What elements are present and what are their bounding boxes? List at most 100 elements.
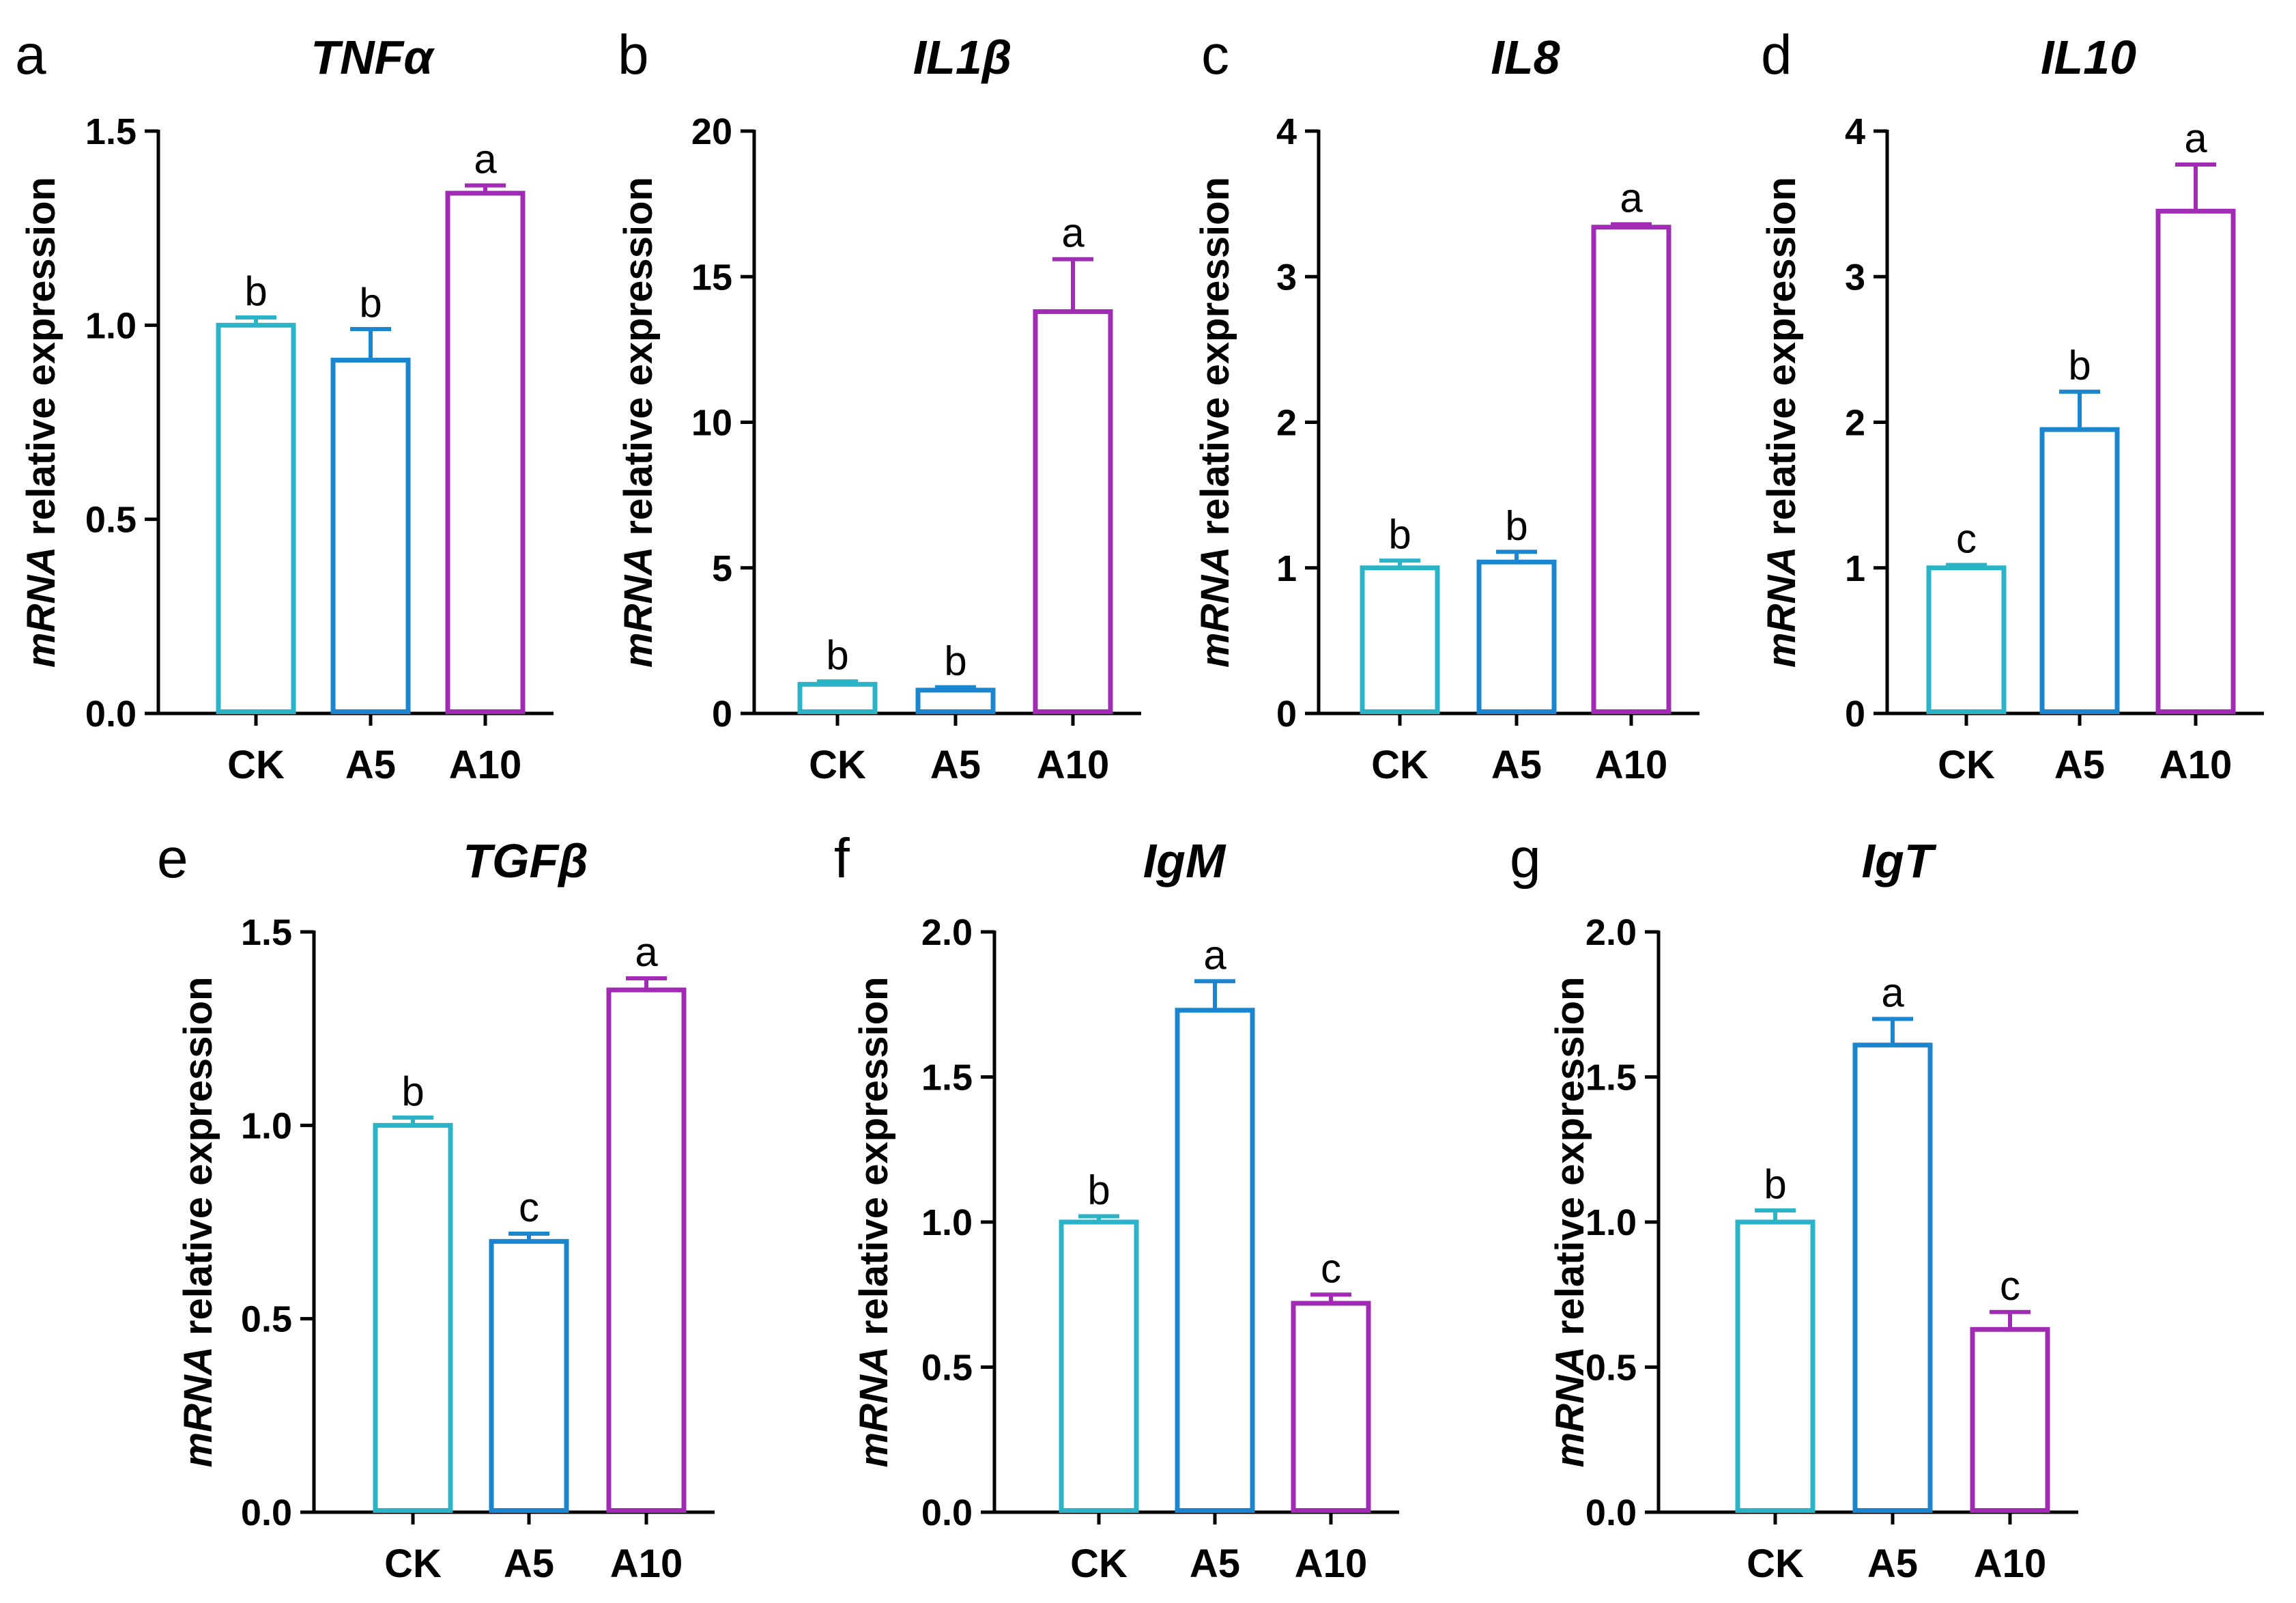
bar-a5 xyxy=(1852,1042,1933,1513)
y-axis-label: mRNA relative expression xyxy=(176,977,220,1468)
bar-a5 xyxy=(1175,1008,1255,1513)
y-tick-label: 4 xyxy=(1845,111,1865,152)
panel-letter: g xyxy=(1510,827,1541,890)
y-tick-label: 0.5 xyxy=(1585,1348,1637,1389)
chart-panel-f: f IgM mRNA relative expression 0.0 0.5 1.0 1.5… xyxy=(834,827,1399,1586)
significance-letter-a10: c xyxy=(1321,1245,1341,1291)
significance-letter-a5: b xyxy=(359,280,382,326)
y-axis-label: mRNA relative expression xyxy=(616,177,661,668)
significance-letter-a10: a xyxy=(474,137,497,182)
x-category-label-a5: A5 xyxy=(345,743,396,787)
chart-title: IgM xyxy=(1143,834,1226,888)
x-category-label-a10: A10 xyxy=(2159,743,2232,787)
bar-a5 xyxy=(489,1238,569,1514)
y-tick-label: 20 xyxy=(691,111,732,152)
panel-letter: e xyxy=(157,827,188,890)
x-category-label-ck: CK xyxy=(1371,743,1429,787)
significance-letter-ck: b xyxy=(401,1068,424,1114)
y-tick-label: 0.5 xyxy=(921,1348,973,1389)
chart-title: TGFβ xyxy=(463,834,588,888)
y-tick-label: 5 xyxy=(712,548,732,589)
bar-a10 xyxy=(606,987,687,1513)
y-tick-label: 0.0 xyxy=(85,694,137,735)
significance-letter-a5: b xyxy=(2068,343,2091,388)
bar-ck xyxy=(373,1122,453,1514)
x-category-label-a10: A10 xyxy=(1974,1542,2046,1586)
y-axis-label-italic: mRNA xyxy=(1193,547,1237,668)
bar-a10 xyxy=(1291,1301,1371,1513)
x-category-label-a5: A5 xyxy=(1867,1542,1918,1586)
panel-letter: f xyxy=(834,827,850,890)
y-tick-label: 2.0 xyxy=(1585,912,1637,953)
x-category-label-a5: A5 xyxy=(930,743,981,787)
significance-letter-ck: b xyxy=(1087,1167,1110,1213)
y-tick-label: 1.5 xyxy=(921,1058,973,1098)
bar-ck xyxy=(1735,1219,1816,1513)
y-tick-label: 0.0 xyxy=(241,1492,292,1533)
y-axis-label-italic: mRNA xyxy=(616,547,661,668)
x-category-label-a5: A5 xyxy=(504,1542,554,1586)
y-tick-label: 0.5 xyxy=(241,1299,292,1340)
bar-ck xyxy=(1059,1219,1139,1513)
y-tick-label: 15 xyxy=(691,257,732,298)
x-category-label-a5: A5 xyxy=(2054,743,2105,787)
significance-letter-a5: a xyxy=(1881,970,1904,1016)
bar-a5 xyxy=(915,687,996,715)
chart-title: TNFα xyxy=(311,31,435,84)
y-axis-label-italic: mRNA xyxy=(852,1346,896,1467)
bar-ck xyxy=(1926,565,2007,714)
x-category-label-ck: CK xyxy=(227,743,285,787)
y-axis-label-rest: relative expression xyxy=(176,977,220,1347)
chart-title: IgT xyxy=(1862,834,1937,888)
significance-letter-a5: b xyxy=(1505,502,1527,548)
y-tick-label: 4 xyxy=(1276,111,1297,152)
bar-a10 xyxy=(1970,1327,2050,1513)
chart-panel-c: c IL8 mRNA relative expression 0 1 2 3 4 b CK b A5 a… xyxy=(1193,24,1699,787)
y-tick-label: 3 xyxy=(1276,257,1297,298)
y-tick-label: 1.5 xyxy=(241,912,292,953)
y-tick-label: 1.0 xyxy=(241,1105,292,1146)
chart-panel-e: e TGFβ mRNA relative expression 0.0 0.5 1.0 1.… xyxy=(157,827,715,1586)
chart-panel-d: d IL10 mRNA relative expression 0 1 2 3 4 c CK b A5… xyxy=(1760,24,2264,787)
y-axis-label-rest: relative expression xyxy=(1548,977,1592,1347)
significance-letter-ck: b xyxy=(1388,511,1411,557)
y-axis-label-italic: mRNA xyxy=(1760,547,1804,668)
significance-letter-a10: a xyxy=(1061,210,1085,256)
significance-letter-ck: b xyxy=(1764,1161,1786,1207)
panel-letter: b xyxy=(618,24,649,86)
y-tick-label: 2 xyxy=(1276,403,1297,444)
significance-letter-a10: a xyxy=(635,929,658,975)
significance-letter-a10: a xyxy=(1620,175,1643,221)
significance-letter-a10: a xyxy=(2184,115,2207,161)
x-category-label-a10: A10 xyxy=(1595,743,1667,787)
y-axis-label: mRNA relative expression xyxy=(852,977,896,1468)
y-axis-label-italic: mRNA xyxy=(176,1346,220,1467)
chart-title: IL8 xyxy=(1491,31,1560,84)
x-category-label-ck: CK xyxy=(809,743,866,787)
y-tick-label: 0.0 xyxy=(921,1492,973,1533)
y-axis-label-italic: mRNA xyxy=(19,547,63,668)
x-category-label-a5: A5 xyxy=(1491,743,1542,787)
y-tick-label: 2.0 xyxy=(921,912,973,953)
bar-a5 xyxy=(330,358,411,714)
x-category-label-ck: CK xyxy=(1070,1542,1128,1586)
y-tick-label: 2 xyxy=(1845,403,1865,444)
bar-a10 xyxy=(1591,225,1671,714)
significance-letter-ck: b xyxy=(244,268,267,314)
panel-letter: c xyxy=(1201,24,1229,86)
y-tick-label: 0.5 xyxy=(85,500,137,541)
bar-a10 xyxy=(445,190,526,714)
chart-panel-a: a TNFα mRNA relative expression 0.0 0.5 1.0 1.… xyxy=(15,24,554,787)
y-tick-label: 1.5 xyxy=(1585,1058,1637,1098)
y-tick-label: 3 xyxy=(1845,257,1865,298)
y-tick-label: 0 xyxy=(1845,694,1865,735)
bar-a10 xyxy=(2155,208,2236,715)
y-tick-label: 1.0 xyxy=(1585,1202,1637,1243)
y-tick-label: 10 xyxy=(691,403,732,444)
panel-letter: a xyxy=(15,24,46,86)
significance-letter-a10: c xyxy=(2000,1263,2020,1309)
chart-title: IL1β xyxy=(913,31,1012,84)
y-axis-label: mRNA relative expression xyxy=(1760,177,1804,668)
significance-letter-a5: c xyxy=(519,1184,539,1230)
